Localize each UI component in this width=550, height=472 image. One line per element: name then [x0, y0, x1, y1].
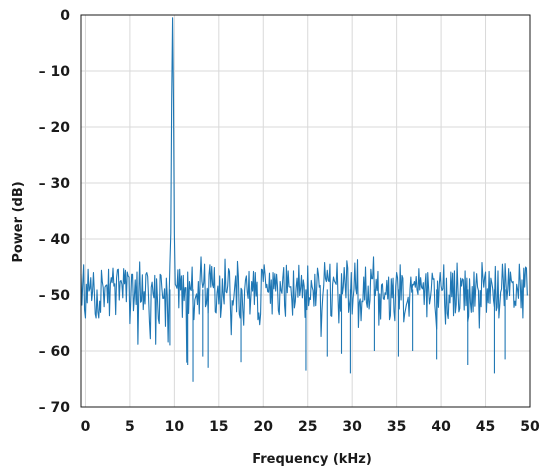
y-axis-label: Power (dB) — [11, 181, 26, 262]
x-tick-label: 20 — [254, 419, 274, 435]
x-tick-label: 30 — [342, 419, 362, 435]
y-tick-label: – 30 — [39, 176, 71, 192]
y-tick-labels: 0 – 10 – 20 – 30 – 40 – 50 – 60 – 70 — [39, 8, 71, 416]
x-tick-label: 0 — [81, 419, 91, 435]
y-tick-label: – 40 — [39, 232, 71, 248]
x-tick-label: 40 — [431, 419, 451, 435]
x-tick-label: 15 — [209, 419, 228, 435]
y-tick-label: – 60 — [39, 344, 71, 360]
series-layer — [80, 17, 528, 382]
plot-frame — [80, 14, 531, 408]
x-axis-label: Frequency (kHz) — [252, 452, 372, 467]
y-tick-label: – 20 — [39, 120, 71, 136]
y-tick-label: – 50 — [39, 288, 71, 304]
x-tick-label: 35 — [387, 419, 406, 435]
x-tick-label: 25 — [298, 419, 317, 435]
series-line — [80, 17, 528, 363]
x-tick-label: 10 — [165, 419, 185, 435]
x-tick-label: 50 — [520, 419, 540, 435]
x-tick-label: 45 — [476, 419, 495, 435]
y-tick-label: 0 — [60, 8, 70, 24]
y-tick-label: – 10 — [39, 64, 71, 80]
x-tick-label: 5 — [125, 419, 135, 435]
x-tick-labels: 0 5 10 15 20 25 30 35 40 45 50 — [81, 419, 540, 435]
y-tick-label: – 70 — [39, 400, 71, 416]
